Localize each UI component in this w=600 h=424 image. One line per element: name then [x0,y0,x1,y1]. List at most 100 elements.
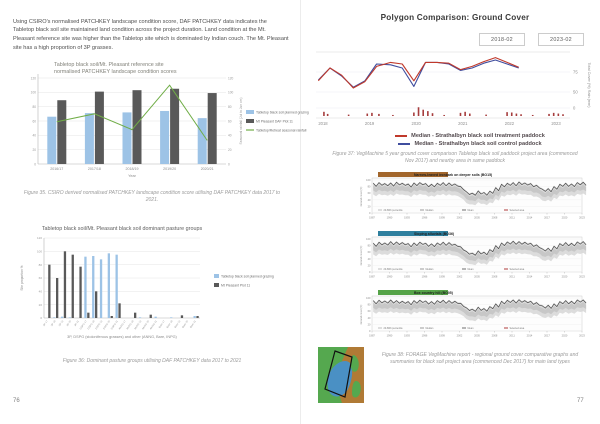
svg-text:3P, DSPG (stoloniferous grasse: 3P, DSPG (stoloniferous grasses) and oth… [67,335,177,339]
svg-text:Bare 20: Bare 20 [182,319,190,328]
svg-text:3P 20: 3P 20 [66,319,73,327]
svg-text:20: 20 [368,204,371,208]
svg-text:80: 80 [228,105,232,109]
ground-cover-comparison-chart: 75 50 0 2018 2019 2020 2021 2022 2023 Total Cover… [316,51,591,126]
svg-text:20-80th percentile: 20-80th percentile [384,209,404,212]
svg-text:100: 100 [366,237,371,241]
svg-text:2023: 2023 [551,121,561,126]
chart2-legend: Tabletop black soil planned grazing Mt Pl… [214,274,274,287]
date-start-chip: 2018-02 [479,33,525,46]
svg-text:40: 40 [368,257,371,261]
svg-text:1987: 1987 [369,216,375,220]
treatment-line-swatch [395,135,408,137]
svg-text:Median: Median [426,327,435,330]
svg-text:Mean: Mean [468,209,475,212]
svg-text:3P 18: 3P 18 [50,319,57,327]
svg-text:Year: Year [128,174,136,178]
svg-text:ANNG 21: ANNG 21 [149,319,158,330]
svg-text:1993: 1993 [404,334,410,338]
svg-text:60: 60 [368,309,371,313]
svg-text:100: 100 [366,178,371,182]
page-gutter-divider [300,0,301,424]
svg-text:2017: 2017 [544,334,550,338]
svg-text:20: 20 [39,303,43,307]
svg-text:1987: 1987 [369,275,375,279]
svg-text:2011: 2011 [509,216,515,220]
svg-text:1987: 1987 [369,334,375,338]
svg-text:2005: 2005 [474,334,480,338]
vegmachine-chart-bo05: 0 20 40 60 80 100 1987 1990 1993 1996 1999 2002 2005… [360,290,587,338]
figure-37-caption: Figure 37: VegMachine 5 year ground cove… [332,151,578,164]
page-number-left: 76 [13,398,20,404]
chart2-plot: 0 20 40 60 80 100 120 3P 17 3P 18 3P 19 3P 20 3P 21… [37,236,200,330]
svg-text:normalised PATCHKEY landscape: normalised PATCHKEY landscape condition … [54,69,177,75]
svg-text:3P 17: 3P 17 [43,319,50,327]
svg-text:2008: 2008 [492,334,498,338]
svg-text:Selected area: Selected area [510,268,525,271]
svg-text:20-80th percentile: 20-80th percentile [384,327,404,330]
svg-text:2014: 2014 [527,216,533,220]
svg-text:0: 0 [40,316,42,320]
svg-text:100: 100 [37,250,42,254]
svg-text:20: 20 [32,148,36,152]
vegmachine_bo36-plot: 0 20 40 60 80 100 1987 1990 1993 1996 1999 2002 2005… [366,236,587,279]
vegmachine_bo15-plot: 0 20 40 60 80 100 1987 1990 1993 1996 1999 2002 2005… [366,177,587,220]
date-end-chip: 2023-02 [538,33,584,46]
svg-text:0: 0 [369,211,371,215]
svg-text:0: 0 [34,162,36,166]
svg-text:100: 100 [228,91,234,95]
svg-text:Selected area: Selected area [510,327,525,330]
svg-text:1999: 1999 [439,216,445,220]
svg-text:2011: 2011 [509,334,515,338]
control-legend-label: Median - Strathalbyn black soil control … [414,141,542,147]
chart1-plot: 0 0 20 20 40 40 60 60 80 80 100 100 120 120 2016/17 201… [31,74,234,171]
svg-text:60: 60 [228,119,232,123]
svg-text:Selected area: Selected area [510,209,525,212]
svg-text:120: 120 [228,76,234,80]
figure-38-caption: Figure 38: FORAGE VegMachine report - re… [381,352,579,365]
pasture-groups-chart: Tabletop black soil/Mt. Pleasant black s… [20,226,274,339]
svg-text:Median: Median [426,268,435,271]
svg-text:Tabletop black soil planned gr: Tabletop black soil planned grazing [256,110,309,114]
svg-text:2005: 2005 [474,216,480,220]
svg-text:Bare 19: Bare 19 [174,319,182,328]
legend-row-control: Median - Strathalbyn black soil control … [345,140,595,148]
svg-text:100: 100 [366,296,371,300]
svg-text:DSPG 20: DSPG 20 [103,319,112,330]
control-line-swatch [398,143,411,145]
svg-text:20: 20 [368,263,371,267]
vegmachine_bo05-plot: 0 20 40 60 80 100 1987 1990 1993 1996 1999 2002 2005… [366,295,587,338]
svg-text:2020: 2020 [412,121,422,126]
svg-text:Tabletop black soil planned gr: Tabletop black soil planned grazing [221,274,274,278]
svg-text:100: 100 [31,91,37,95]
svg-text:80: 80 [368,303,371,307]
chart1-legend: Tabletop black soil planned grazing Mt Pl… [246,110,309,132]
svg-text:Mt Pleasant Plot 11: Mt Pleasant Plot 11 [221,283,250,287]
svg-text:60: 60 [32,119,36,123]
svg-text:2008: 2008 [492,275,498,279]
svg-text:Narrow-leaved ironbark on deep: Narrow-leaved ironbark on deeper soils (… [414,173,492,177]
svg-text:40: 40 [368,316,371,320]
svg-text:DSPG 21: DSPG 21 [110,319,119,330]
vegmachine_bo05-header: Box country hill (BO05) [378,290,453,295]
svg-text:3P 19: 3P 19 [58,319,65,327]
svg-text:2020/21: 2020/21 [201,167,214,171]
svg-text:DSPG 18: DSPG 18 [87,319,96,330]
svg-text:2023: 2023 [579,275,585,279]
svg-text:Median: Median [426,209,435,212]
legend-row-treatment: Median - Strathalbyn black soil treatmen… [345,132,595,140]
svg-text:60: 60 [39,276,43,280]
svg-text:DSPG 19: DSPG 19 [95,319,104,330]
svg-text:20-80th percentile: 20-80th percentile [384,268,404,271]
svg-text:2017: 2017 [544,275,550,279]
svg-text:ANNG 17: ANNG 17 [118,319,127,330]
treatment-legend-label: Median - Strathalbyn black soil treatmen… [411,133,545,139]
svg-text:ANNG 19: ANNG 19 [134,319,143,330]
svg-text:120: 120 [37,236,42,240]
svg-text:40: 40 [368,198,371,202]
svg-text:0: 0 [228,162,230,166]
svg-text:Seasonal rainfall (Jul to Jun: Seasonal rainfall (Jul to Jun cm) [239,98,243,145]
land-map-shapes [318,347,364,403]
svg-text:Bare 18: Bare 18 [166,319,174,328]
